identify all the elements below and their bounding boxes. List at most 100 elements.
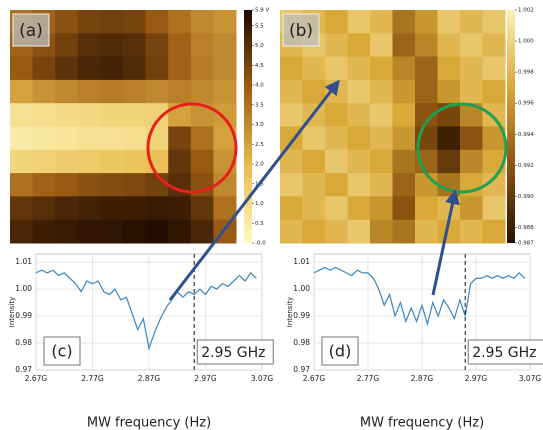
heatmap-cell	[100, 196, 124, 221]
heatmap-cell	[392, 33, 416, 58]
heatmap-cell	[213, 173, 237, 197]
colorbar-tick-label: 3.5	[255, 102, 264, 108]
y-tick-label: 0.97	[293, 365, 310, 374]
heatmap-cell	[347, 126, 371, 151]
heatmap-cell	[370, 173, 393, 197]
heatmap-cell	[482, 103, 506, 127]
y-tick-label: 1.01	[15, 257, 32, 266]
heatmap-cell	[460, 149, 483, 174]
panel-label: (d)	[329, 342, 352, 361]
heatmap-cell	[325, 126, 348, 151]
heatmap-cell	[280, 196, 303, 221]
heatmap-cell	[213, 33, 237, 58]
heatmap-cell	[213, 103, 237, 127]
heatmap-cell	[190, 219, 214, 244]
heatmap-cell	[100, 126, 124, 151]
colorbar-tick-label: 0.998	[518, 70, 534, 76]
heatmap-cell	[437, 33, 461, 58]
colorbar-tick-label: 4.5	[255, 63, 264, 69]
heatmap-cell	[100, 10, 124, 34]
heatmap-cell	[347, 173, 371, 197]
colorbar-tick-label: 2.5	[255, 142, 264, 148]
heatmap-cell	[145, 196, 169, 221]
heatmap-cell	[213, 126, 237, 151]
heatmap-cell	[213, 56, 237, 81]
heatmap-cell	[190, 10, 214, 34]
heatmap-cell	[392, 79, 416, 104]
red-circle	[146, 102, 238, 194]
x-tick-label: 2.77G	[81, 374, 104, 383]
heatmap-cell	[77, 33, 101, 58]
heatmap-cell	[10, 219, 34, 244]
heatmap-cell	[145, 33, 169, 58]
heatmap-cell	[77, 126, 101, 151]
colorbar-tick-label: 1.0	[255, 201, 264, 207]
heatmap-cell	[482, 126, 506, 151]
reference-label: 2.95 GHz	[472, 345, 536, 361]
heatmap-cell	[415, 79, 438, 104]
y-axis-label: Intensity	[8, 297, 16, 327]
heatmap-cell	[77, 56, 101, 81]
panel-label: (c)	[51, 342, 72, 361]
heatmap-cell	[100, 219, 124, 244]
heatmap-cell	[302, 149, 326, 174]
heatmap-cell	[32, 126, 56, 151]
y-tick-label: 0.99	[293, 311, 310, 320]
heatmap-cell	[415, 33, 438, 58]
heatmap-cell	[482, 196, 506, 221]
heatmap-cell	[347, 79, 371, 104]
heatmap-cell	[55, 126, 79, 151]
heatmap-cell	[347, 196, 371, 221]
heatmap-cell	[370, 10, 393, 34]
heatmap-cell	[32, 79, 56, 104]
heatmap-cell	[10, 103, 34, 127]
heatmap-cell	[77, 10, 101, 34]
colorbar-tick-label: 4.0	[255, 83, 264, 89]
y-tick-label: 0.97	[15, 365, 32, 374]
heatmap-cell	[347, 33, 371, 58]
annotations	[146, 79, 508, 301]
heatmap-cell	[392, 126, 416, 151]
y-tick-label: 0.99	[15, 311, 32, 320]
heatmap-cell	[190, 149, 214, 174]
heatmap-cell	[347, 10, 371, 34]
heatmap-cell	[168, 10, 192, 34]
heatmap-cell	[437, 149, 461, 174]
heatmap-cell	[460, 33, 483, 58]
heatmap-cell	[482, 219, 506, 244]
heatmap-cell	[145, 219, 169, 244]
heatmap-cell	[460, 56, 483, 81]
colorbar-tick-label: 0.992	[518, 163, 534, 169]
heatmap-cell	[325, 149, 348, 174]
heatmap-cell	[77, 173, 101, 197]
heatmap-cell	[123, 10, 147, 34]
heatmap-cell	[55, 33, 79, 58]
heatmap-cell	[370, 149, 393, 174]
heatmap-cell	[190, 33, 214, 58]
heatmap-cell	[325, 33, 348, 58]
heatmap-cell	[55, 219, 79, 244]
heatmap-cell	[55, 149, 79, 174]
heatmap-cell	[10, 196, 34, 221]
x-tick-label: 3.07G	[251, 374, 274, 383]
y-tick-label: 0.98	[15, 338, 32, 347]
heatmap-cell	[460, 10, 483, 34]
panel-label-box	[12, 13, 50, 47]
heatmap-cell	[370, 196, 393, 221]
heatmap-cell	[123, 33, 147, 58]
panel-label-box	[321, 336, 359, 366]
heatmap-cell	[370, 56, 393, 81]
heatmap-cell	[123, 79, 147, 104]
heatmap-cell	[145, 56, 169, 81]
heatmap-cell	[325, 219, 348, 244]
y-axis-label: Intensity	[286, 297, 294, 327]
heatmap-cell	[55, 196, 79, 221]
heatmap-cell	[190, 103, 214, 127]
heatmap-cell	[415, 196, 438, 221]
heatmap-cell	[325, 103, 348, 127]
colorbar-tick-label: 0.5	[255, 221, 264, 227]
heatmap-cell	[168, 56, 192, 81]
colorbar-tick-label: 2.0	[255, 162, 264, 168]
heatmap-cell	[190, 79, 214, 104]
heatmap-cell	[145, 79, 169, 104]
